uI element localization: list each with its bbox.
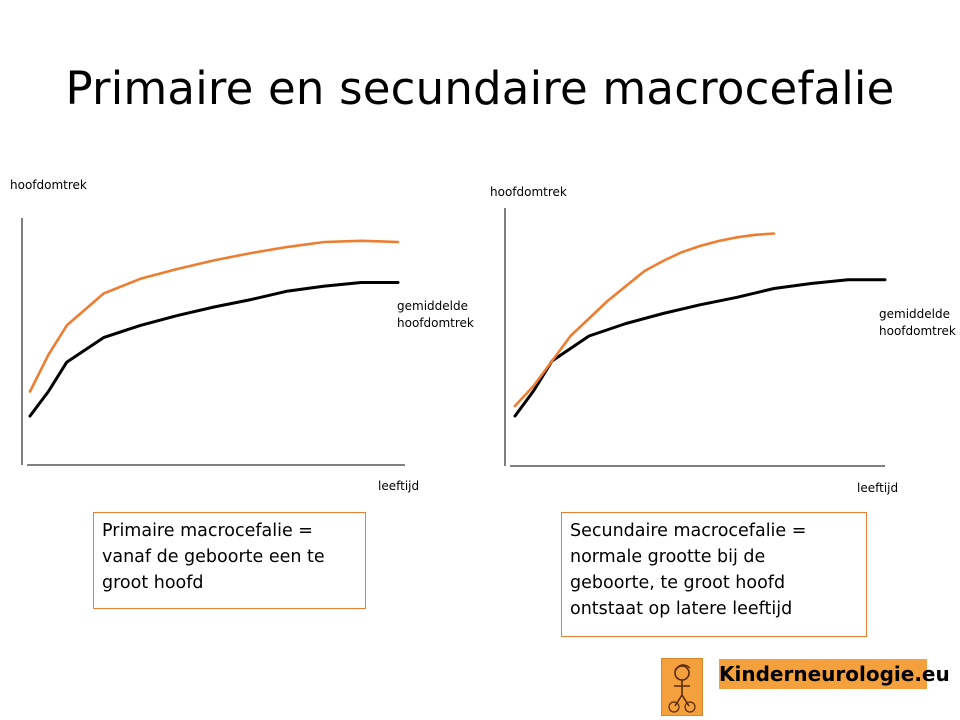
y-axis-label: hoofdomtrek bbox=[490, 185, 567, 199]
series-line-average bbox=[28, 281, 400, 418]
logo-text: Kinderneurologie.eu bbox=[719, 659, 950, 689]
child-figure-icon bbox=[661, 658, 703, 716]
caption-box-primaire: Primaire macrocefalie = vanaf de geboort… bbox=[93, 512, 366, 609]
caption-line: geboorte, te groot hoofd bbox=[570, 573, 786, 593]
series-line-macrocefalie bbox=[513, 232, 776, 408]
caption-line: Secundaire macrocefalie = bbox=[570, 521, 807, 541]
x-axis-label: leeftijd bbox=[378, 479, 420, 493]
caption-box-secundaire: Secundaire macrocefalie = normale groott… bbox=[561, 512, 867, 637]
x-axis-label: leeftijd bbox=[857, 481, 899, 495]
chart-secundaire bbox=[504, 208, 887, 467]
caption-line: groot hoofd bbox=[102, 573, 204, 593]
series-line-macrocefalie bbox=[28, 239, 400, 393]
caption-line: normale grootte bij de bbox=[570, 547, 766, 567]
series-line-average bbox=[513, 278, 887, 418]
y-axis-label: hoofdomtrek bbox=[10, 178, 87, 192]
series-label: gemiddelde hoofdomtrek bbox=[879, 307, 956, 338]
chart-primaire bbox=[21, 218, 405, 466]
slide-title: Primaire en secundaire macrocefalie bbox=[65, 62, 895, 115]
caption-line: vanaf de geboorte een te bbox=[102, 547, 325, 567]
logo: Kinderneurologie.eu bbox=[661, 658, 950, 718]
caption-line: Primaire macrocefalie = bbox=[102, 521, 313, 541]
series-label: gemiddelde hoofdomtrek bbox=[397, 299, 474, 330]
caption-line: ontstaat op latere leeftijd bbox=[570, 599, 793, 619]
